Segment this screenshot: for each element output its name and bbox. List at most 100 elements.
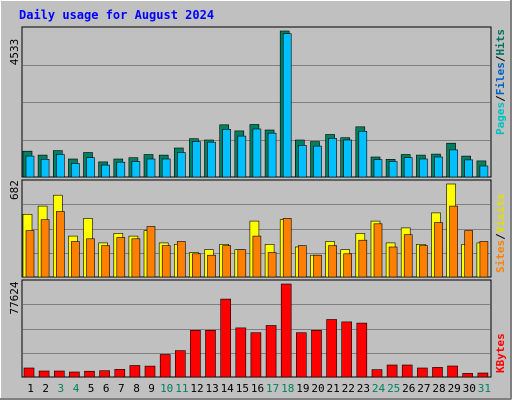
bar-files-day-6: [101, 164, 110, 178]
bar-files-day-23: [358, 131, 368, 178]
visits-label: Visits: [494, 194, 507, 234]
bar-kbytes-day-18: [280, 283, 292, 378]
bar-sites-day-20: [313, 254, 322, 278]
bar-sites-day-19: [297, 245, 307, 278]
bar-kbytes-day-14: [220, 298, 231, 378]
x-tick-label: 30: [463, 382, 476, 395]
bar-kbytes-day-15: [235, 327, 247, 378]
bar-sites-day-24: [373, 223, 383, 278]
bar-files-day-13: [207, 141, 216, 178]
x-tick-label: 31: [478, 382, 491, 395]
bar-sites-day-26: [403, 234, 413, 278]
bar-kbytes-day-24: [371, 369, 383, 378]
x-tick-label: 22: [342, 382, 355, 395]
bar-files-day-25: [388, 161, 398, 178]
x-tick-label: 25: [387, 382, 400, 395]
bar-files-day-2: [40, 159, 50, 178]
bar-files-day-24: [373, 159, 383, 178]
bar-files-day-20: [313, 145, 322, 178]
bar-kbytes-day-22: [341, 321, 353, 378]
bar-kbytes-day-5: [84, 370, 95, 378]
bar-files-day-30: [464, 159, 474, 178]
bar-sites-day-16: [252, 235, 262, 278]
bar-files-day-29: [449, 149, 458, 178]
x-tick-label: 11: [175, 382, 188, 395]
x-tick-labels: 1 2 3 4 5 6 7 8 9 10 11 12 13 14 15 16 17 18 19 20 21 22 23 24 2…: [27, 382, 491, 395]
bar-kbytes-day-16: [250, 332, 262, 378]
x-tick-label: 17: [266, 382, 279, 395]
separator-2: /: [494, 55, 507, 62]
x-tick-label: 18: [281, 382, 294, 395]
bar-sites-day-1: [25, 230, 35, 278]
bar-sites-day-3: [55, 211, 65, 278]
bar-files-day-4: [71, 163, 80, 178]
x-tick-label: 16: [251, 382, 264, 395]
bar-sites-day-21: [328, 245, 337, 278]
files-label: Files: [494, 62, 507, 95]
panel-kbytes-ymax-label: 77624: [8, 281, 21, 314]
bar-kbytes-day-3: [53, 370, 65, 378]
bar-sites-day-5: [86, 238, 95, 278]
bar-sites-day-8: [131, 238, 141, 278]
x-tick-label: 13: [205, 382, 218, 395]
bar-files-day-7: [116, 161, 126, 178]
bar-sites-day-18: [282, 218, 292, 278]
bar-kbytes-day-10: [159, 354, 171, 378]
bar-sites-day-11: [177, 241, 186, 278]
panel-hits-ymax-label: 4533: [8, 39, 21, 66]
bar-kbytes-day-4: [69, 371, 80, 378]
hits-label: Hits: [494, 29, 507, 56]
bar-sites-day-7: [116, 237, 126, 278]
bar-kbytes-day-17: [265, 325, 277, 378]
bar-files-day-12: [192, 141, 201, 178]
bar-files-day-3: [55, 154, 65, 178]
bar-kbytes-day-29: [447, 365, 458, 378]
bar-sites-day-6: [101, 245, 110, 278]
bar-files-day-10: [161, 158, 171, 178]
bar-kbytes-day-25: [386, 364, 398, 378]
bar-kbytes-day-6: [99, 370, 110, 378]
bar-kbytes-day-26: [401, 364, 413, 378]
x-tick-label: 27: [417, 382, 430, 395]
bar-kbytes-day-20: [311, 329, 322, 378]
bar-kbytes-day-30: [462, 373, 474, 378]
x-tick-label: 10: [160, 382, 173, 395]
bar-files-day-27: [419, 158, 428, 178]
bar-kbytes-day-11: [175, 350, 186, 378]
bar-kbytes-day-13: [205, 329, 216, 378]
x-tick-label: 12: [190, 382, 203, 395]
x-tick-label: 9: [148, 382, 155, 395]
bar-sites-day-30: [464, 230, 474, 278]
bar-kbytes-day-7: [114, 368, 126, 378]
x-tick-label: 2: [42, 382, 49, 395]
x-tick-label: 20: [311, 382, 324, 395]
bar-sites-day-2: [40, 219, 50, 278]
bar-sites-day-28: [434, 222, 443, 278]
bar-kbytes-day-12: [190, 329, 201, 378]
bar-files-day-8: [131, 161, 141, 178]
bar-sites-day-15: [237, 249, 247, 278]
bar-sites-day-10: [161, 245, 171, 278]
x-tick-label: 24: [372, 382, 386, 395]
bar-files-day-14: [222, 129, 231, 178]
bar-kbytes-day-9: [144, 365, 156, 378]
bar-sites-day-12: [192, 253, 201, 278]
x-tick-label: 26: [402, 382, 415, 395]
bar-sites-day-23: [358, 239, 368, 278]
bar-files-day-21: [328, 138, 337, 178]
x-tick-label: 28: [432, 382, 445, 395]
bar-kbytes-day-19: [295, 332, 307, 378]
x-tick-label: 19: [296, 382, 309, 395]
x-tick-label: 15: [236, 382, 249, 395]
x-tick-label: 8: [133, 382, 140, 395]
bar-kbytes-day-28: [432, 367, 443, 378]
x-tick-label: 23: [357, 382, 370, 395]
bar-files-day-18: [282, 33, 292, 178]
panel-visits-axis-label: Sites/Visits: [494, 194, 507, 274]
bar-files-day-15: [237, 135, 247, 178]
bar-files-day-22: [343, 139, 353, 178]
bar-files-day-17: [267, 132, 277, 178]
x-tick-label: 7: [118, 382, 125, 395]
bar-kbytes-day-31: [477, 372, 489, 378]
bar-sites-day-29: [449, 205, 458, 278]
